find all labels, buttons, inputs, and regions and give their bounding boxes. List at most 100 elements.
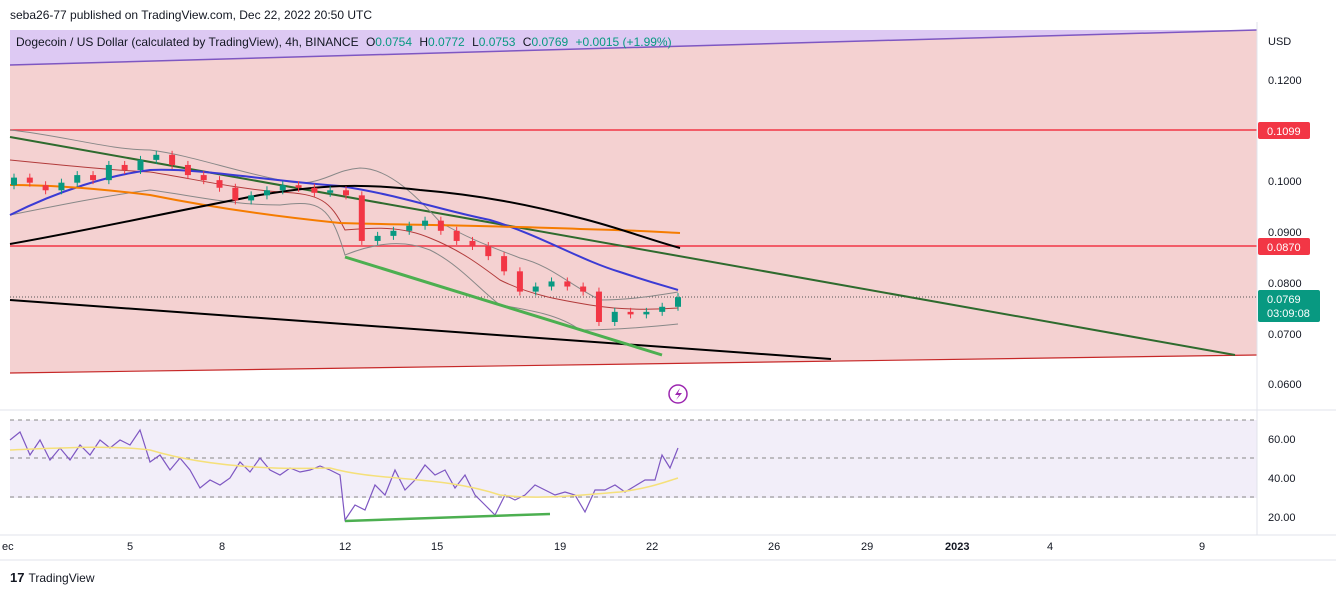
candle-body bbox=[469, 240, 476, 246]
brand-name: TradingView bbox=[28, 570, 95, 585]
candle-body bbox=[516, 271, 523, 292]
candle-body bbox=[121, 164, 128, 171]
candle-body bbox=[611, 311, 618, 322]
candles-group bbox=[11, 150, 681, 326]
rsi-y-tick: 20.00 bbox=[1268, 512, 1296, 524]
rsi-axis-bg bbox=[1258, 412, 1336, 530]
currency-label: USD bbox=[1268, 36, 1291, 48]
candle-body bbox=[169, 154, 176, 165]
x-tick: 26 bbox=[768, 541, 780, 553]
last-price-badge bbox=[1258, 290, 1320, 322]
bb-lower bbox=[9, 189, 679, 331]
candle-body bbox=[263, 190, 270, 196]
price-axis-bg bbox=[1258, 22, 1336, 412]
y-tick: 0.0600 bbox=[1268, 379, 1302, 391]
candle-body bbox=[406, 225, 413, 231]
candle-body bbox=[453, 230, 460, 241]
candle-body bbox=[390, 230, 397, 236]
x-tick: 15 bbox=[431, 541, 443, 553]
high-label: H bbox=[419, 35, 429, 49]
candle-body bbox=[548, 281, 555, 287]
last-price-value: 0.0769 bbox=[1267, 294, 1301, 306]
rsi-ma bbox=[9, 446, 679, 498]
channel-top-line bbox=[9, 29, 1258, 66]
candle-body bbox=[564, 281, 571, 287]
orange-ma bbox=[9, 184, 681, 234]
footer-brand[interactable]: 17 TradingView bbox=[10, 570, 95, 585]
x-tick: 4 bbox=[1047, 541, 1053, 553]
open-label: O bbox=[365, 35, 376, 49]
candle-body bbox=[627, 311, 634, 315]
low-value: 0.0753 bbox=[478, 35, 516, 49]
candle-body bbox=[74, 175, 81, 183]
open-value: 0.0754 bbox=[375, 35, 412, 49]
candle-body bbox=[311, 187, 318, 193]
candle-body bbox=[105, 164, 112, 181]
y-tick: 0.0700 bbox=[1268, 329, 1302, 341]
candle-body bbox=[374, 235, 381, 241]
badge-text: 0.1099 bbox=[1267, 126, 1301, 138]
x-tick: 8 bbox=[219, 541, 225, 553]
close-value: 0.0769 bbox=[531, 35, 569, 49]
x-tick: 12 bbox=[339, 541, 351, 553]
x-tick: 22 bbox=[646, 541, 658, 553]
channel-bottom-line bbox=[9, 354, 1258, 374]
green-support bbox=[344, 255, 663, 357]
candle-body bbox=[343, 190, 349, 196]
candle-body bbox=[137, 159, 144, 171]
candle-body bbox=[437, 220, 444, 231]
tradingview-logo-icon: 17 bbox=[10, 570, 25, 585]
x-tick: ec bbox=[2, 541, 14, 553]
x-tick: 5 bbox=[127, 541, 133, 553]
candle-body bbox=[532, 286, 539, 292]
symbol-legend[interactable]: Dogecoin / US Dollar (calculated by Trad… bbox=[16, 35, 672, 49]
candle-body bbox=[501, 256, 508, 272]
black-ma bbox=[9, 184, 681, 249]
candle-body bbox=[153, 154, 160, 160]
lightning-icon[interactable] bbox=[668, 384, 688, 404]
candle-body bbox=[295, 185, 302, 188]
badge-text: 0.0870 bbox=[1267, 242, 1301, 254]
badge-0.0870 bbox=[1258, 238, 1310, 255]
rsi-band bbox=[10, 420, 1257, 498]
badge-0.1099 bbox=[1258, 122, 1310, 139]
symbol-title: Dogecoin / US Dollar (calculated by Trad… bbox=[16, 35, 359, 49]
low-label: L bbox=[472, 35, 479, 49]
candle-body bbox=[200, 175, 207, 181]
y-tick: 0.0900 bbox=[1268, 227, 1302, 239]
candle-body bbox=[26, 177, 33, 183]
close-label: C bbox=[522, 35, 532, 49]
candle-body bbox=[90, 175, 97, 181]
candle-body bbox=[184, 164, 191, 176]
y-tick: 0.1200 bbox=[1268, 75, 1302, 87]
candle-body bbox=[279, 185, 286, 191]
candle-body bbox=[358, 195, 365, 241]
candle-body bbox=[58, 182, 65, 191]
candle-body bbox=[580, 286, 587, 292]
y-tick: 0.1000 bbox=[1268, 176, 1302, 188]
x-tick: 2023 bbox=[945, 541, 969, 553]
bb-basis bbox=[9, 159, 679, 310]
y-tick: 0.0800 bbox=[1268, 278, 1302, 290]
x-tick: 19 bbox=[554, 541, 566, 553]
candle-body bbox=[232, 187, 239, 201]
candle-body bbox=[659, 306, 666, 312]
high-value: 0.0772 bbox=[428, 35, 465, 49]
candle-body bbox=[327, 190, 334, 193]
candle-body bbox=[643, 311, 650, 315]
x-tick: 29 bbox=[861, 541, 873, 553]
candle-body bbox=[42, 185, 49, 191]
candle-body bbox=[595, 291, 602, 322]
countdown: 03:09:08 bbox=[1267, 308, 1310, 320]
candle-body bbox=[675, 297, 681, 307]
channel-fill bbox=[10, 30, 1257, 373]
change-value: +0.0015 (+1.99%) bbox=[575, 35, 672, 49]
blue-ma bbox=[9, 168, 679, 291]
candle-body bbox=[485, 246, 492, 257]
black-trendline bbox=[9, 299, 832, 360]
rsi-divergence bbox=[344, 512, 551, 523]
candle-body bbox=[422, 220, 429, 226]
bb-upper bbox=[9, 129, 679, 301]
candle-body bbox=[216, 180, 223, 188]
